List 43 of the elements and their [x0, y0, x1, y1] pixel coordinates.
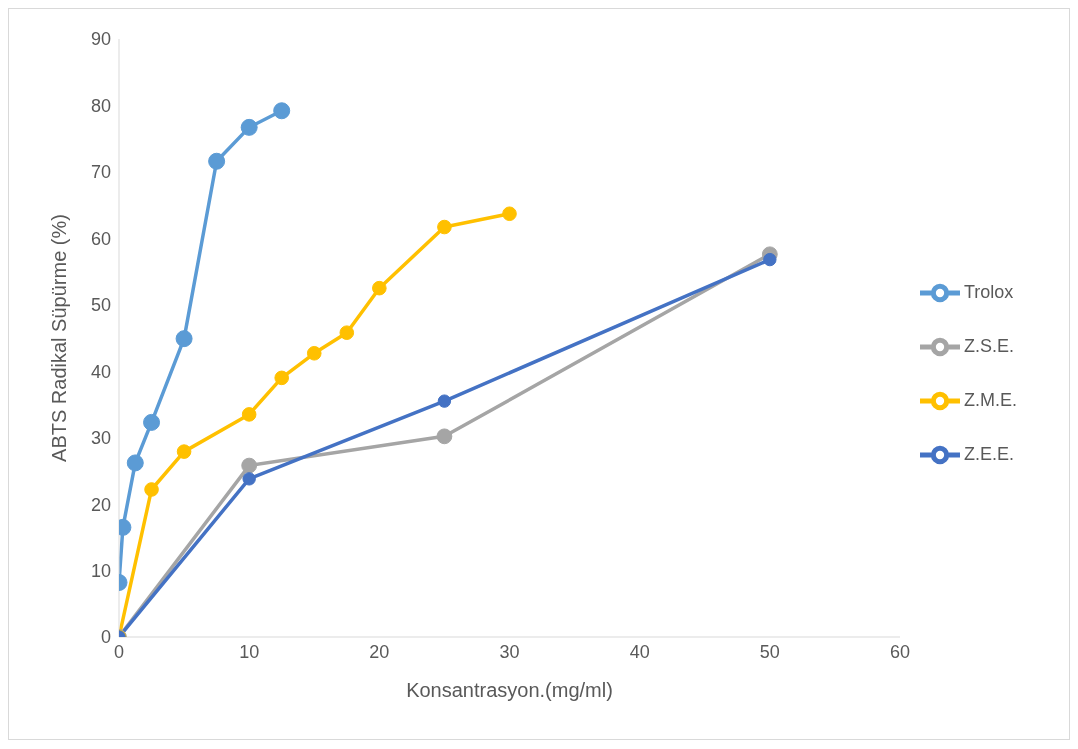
point	[437, 394, 452, 408]
y-tick-label: 10	[90, 560, 111, 581]
point	[126, 454, 144, 472]
point	[306, 345, 322, 361]
y-tick-label: 70	[90, 162, 111, 183]
y-tick-label: 80	[90, 95, 111, 116]
x-tick-label: 50	[759, 641, 780, 662]
legend-label: Trolox	[964, 282, 1014, 302]
x-tick-label: 0	[113, 641, 125, 662]
point	[372, 280, 387, 296]
y-tick-label: 50	[90, 295, 111, 316]
point	[143, 413, 161, 431]
point	[208, 152, 226, 170]
point	[339, 325, 355, 340]
point	[241, 457, 258, 474]
point	[176, 444, 192, 459]
point	[144, 482, 159, 497]
point	[273, 102, 291, 120]
y-tick-label: 30	[90, 428, 111, 449]
x-tick-label: 40	[629, 641, 650, 662]
legend-label: Z.S.E.	[964, 336, 1015, 356]
y-tick-label: 0	[100, 627, 111, 648]
point	[274, 370, 290, 386]
x-tick-label: 10	[239, 641, 260, 662]
legend-label: Z.E.E.	[964, 444, 1015, 464]
y-tick-label: 60	[90, 228, 111, 249]
point	[763, 252, 777, 267]
legend-label: Z.M.E.	[964, 390, 1017, 410]
point	[437, 219, 452, 235]
x-tick-label: 60	[889, 641, 911, 662]
point	[242, 472, 256, 486]
y-tick-label: 20	[90, 494, 111, 515]
x-tick-label: 20	[369, 641, 390, 662]
point	[502, 206, 517, 222]
point	[175, 330, 193, 348]
x-axis-title: Konsantrasyon.(mg/ml)	[406, 679, 613, 701]
point	[240, 118, 258, 136]
y-tick-label: 90	[90, 29, 111, 50]
x-tick-label: 30	[499, 641, 520, 662]
y-tick-label: 40	[90, 361, 111, 382]
y-axis-title: ABTS Radikal Süpürme (%)	[48, 214, 71, 462]
point	[436, 428, 453, 445]
point	[241, 407, 257, 422]
